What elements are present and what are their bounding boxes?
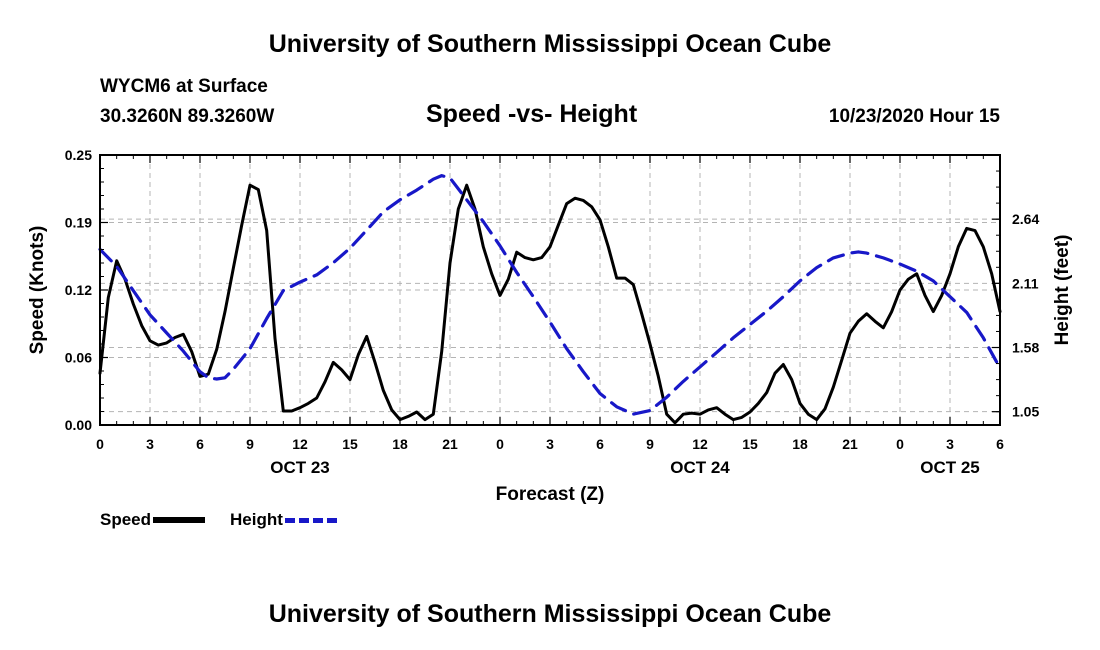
x-tick-label: 6 (996, 436, 1004, 452)
plot-title: Speed -vs- Height (426, 100, 638, 128)
y-axis-right-label: Height (feet) (1052, 235, 1073, 346)
legend-speed-swatch (153, 517, 206, 523)
x-tick-label: 15 (742, 436, 758, 452)
x-tick-label: 21 (442, 436, 458, 452)
grid (100, 155, 1000, 425)
y-axis-left-label: Speed (Knots) (27, 226, 48, 355)
coordinates-label: 30.3260N 89.3260W (100, 106, 275, 127)
y-left-tick-label: 0.06 (65, 350, 92, 366)
x-tick-label: 6 (596, 436, 604, 452)
x-tick-label: 21 (842, 436, 858, 452)
x-tick-label: 3 (546, 436, 554, 452)
x-tick-label: 12 (292, 436, 308, 452)
y-right-tick-label: 1.05 (1012, 404, 1039, 420)
x-tick-label: 0 (896, 436, 904, 452)
x-tick-label: 18 (392, 436, 408, 452)
x-tick-label: 0 (496, 436, 504, 452)
legend-speed: Speed (100, 510, 206, 530)
x-tick-label: 12 (692, 436, 708, 452)
x-tick-label: 3 (146, 436, 154, 452)
forecast-date: 10/23/2020 Hour 15 (828, 106, 1000, 127)
y-left-tick-label: 0.00 (65, 417, 92, 433)
y-right-tick-label: 2.64 (1012, 211, 1039, 227)
footer-title: University of Southern Mississippi Ocean… (268, 600, 832, 628)
x-tick-label: 0 (96, 436, 104, 452)
legend-height-swatch (284, 517, 337, 523)
x-tick-label: 9 (246, 436, 254, 452)
speed-series-line (98, 183, 1002, 425)
date-label: OCT 25 (920, 458, 980, 477)
y-right-tick-label: 1.58 (1012, 340, 1039, 356)
height-series-line (98, 174, 1002, 416)
series (98, 174, 1002, 425)
y-right-tick-label: 2.11 (1012, 275, 1039, 291)
x-axis-label: Forecast (Z) (496, 484, 605, 505)
date-label: OCT 23 (270, 458, 330, 477)
x-tick-label: 3 (946, 436, 954, 452)
legend-height-label: Height (230, 510, 283, 529)
x-tick-label: 9 (646, 436, 654, 452)
y-left-tick-label: 0.25 (65, 147, 92, 163)
axes: 0 3 6 9 12 15 18 21 0 3 6 9 12 15 18 21 0 3 6 OCT 23 OCT 24 O… (65, 147, 1040, 477)
y-left-tick-label: 0.12 (65, 282, 92, 298)
date-label: OCT 24 (670, 458, 730, 477)
station-label: WYCM6 at Surface (100, 76, 268, 97)
legend-speed-label: Speed (100, 510, 152, 529)
page-title: University of Southern Mississippi Ocean… (268, 30, 832, 58)
x-tick-label: 6 (196, 436, 204, 452)
x-tick-label: 18 (792, 436, 808, 452)
legend-height: Height (230, 510, 337, 530)
y-left-tick-label: 0.19 (65, 215, 92, 231)
x-tick-label: 15 (342, 436, 358, 452)
